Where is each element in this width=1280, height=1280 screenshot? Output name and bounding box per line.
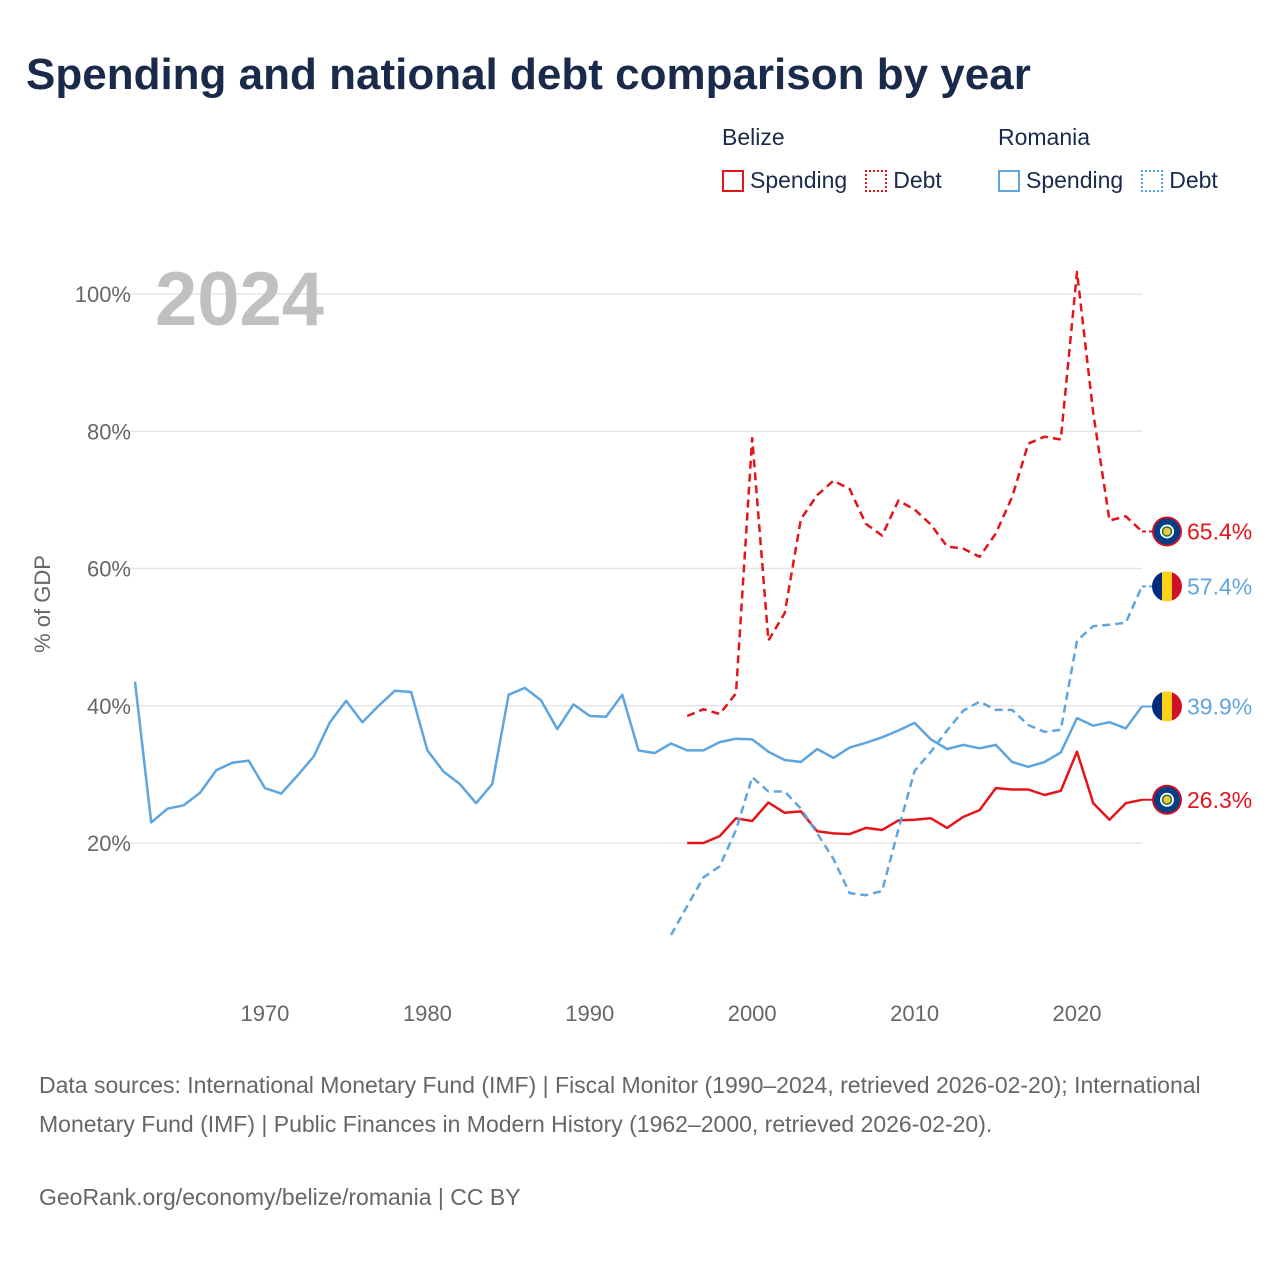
end-value-label: 65.4% [1187, 518, 1252, 544]
series-line-belize-spending [687, 750, 1143, 845]
year-label: 2024 [155, 257, 324, 342]
legend-belize-spending[interactable]: Spending [722, 167, 847, 194]
legend-country-romania: Romania [998, 124, 1091, 150]
y-tick-label: 100% [75, 282, 131, 307]
legend-group-romania: Romania Spending Debt [998, 124, 1236, 194]
legend-swatch-solid [722, 169, 744, 192]
end-value-label: 39.9% [1187, 693, 1252, 719]
legend-romania-spending[interactable]: Spending [998, 167, 1123, 194]
x-tick-label: 1990 [565, 1001, 614, 1026]
legend-swatch-solid [998, 169, 1020, 192]
x-tick-label: 2010 [890, 1001, 939, 1026]
x-tick-label: 2000 [728, 1001, 777, 1026]
legend-swatch-dotted [1141, 169, 1164, 192]
belize-flag-icon [1152, 516, 1182, 547]
y-tick-label: 80% [87, 419, 131, 444]
chart-title: Spending and national debt comparison by… [26, 50, 1031, 99]
series-line-belize-debt [686, 270, 1143, 718]
footer-credit: GeoRank.org/economy/belize/romania | CC … [39, 1184, 521, 1210]
legend-swatch-dotted [865, 169, 888, 192]
legend-country-belize: Belize [722, 124, 785, 150]
y-tick-label: 20% [87, 831, 131, 856]
legend-romania-debt[interactable]: Debt [1141, 167, 1218, 194]
series-line-romania-spending [133, 681, 1144, 824]
legend-label: Spending [750, 167, 848, 193]
line-chart: 20% 40% 60% 80% 100% 1970 1980 1990 2000 2010 2020… [30, 257, 1252, 1026]
belize-flag-icon [1152, 784, 1182, 815]
romania-flag-icon [1152, 691, 1182, 722]
end-value-label: 26.3% [1187, 787, 1252, 813]
romania-flag-icon [1152, 571, 1182, 602]
legend-group-belize: Belize Spending Debt [722, 124, 960, 194]
legend-belize-debt[interactable]: Debt [865, 167, 942, 194]
y-axis-label: % of GDP [30, 555, 55, 653]
y-tick-label: 40% [87, 694, 131, 719]
end-value-label: 57.4% [1187, 573, 1252, 599]
x-tick-label: 1980 [403, 1001, 452, 1026]
data-sources: Data sources: International Monetary Fun… [39, 1072, 1201, 1137]
x-tick-label: 2020 [1053, 1001, 1102, 1026]
legend-label: Spending [1026, 167, 1124, 193]
y-tick-label: 60% [87, 557, 131, 582]
x-tick-label: 1970 [240, 1001, 289, 1026]
legend-label: Debt [893, 167, 942, 193]
series-line-romania-debt [669, 585, 1144, 936]
legend-label: Debt [1169, 167, 1218, 193]
